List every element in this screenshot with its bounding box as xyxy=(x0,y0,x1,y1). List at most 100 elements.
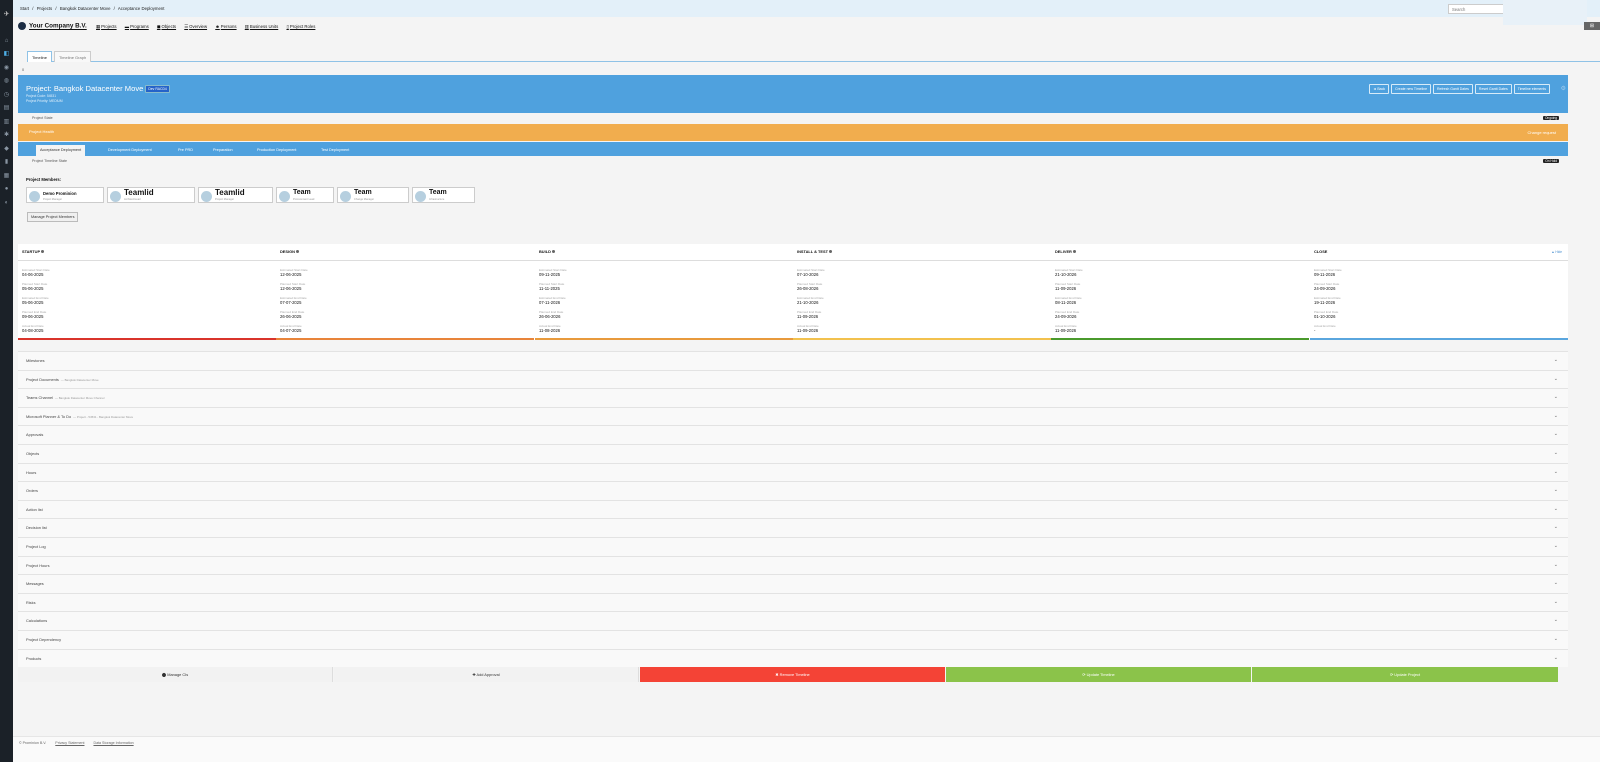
breadcrumb-start[interactable]: Start xyxy=(20,6,30,11)
accordion-section[interactable]: Decision list ⌄ xyxy=(18,518,1568,537)
info-icon[interactable] xyxy=(41,250,45,254)
chevron-down-icon[interactable]: ⌄ xyxy=(1553,580,1558,587)
sidebar-chart-icon[interactable]: ▮ xyxy=(4,159,9,165)
chevron-down-icon[interactable]: ⌄ xyxy=(1553,561,1558,568)
reset-gantt-button[interactable]: Reset Gantt Dates xyxy=(1474,84,1512,94)
accordion-section[interactable]: Hours ⌄ xyxy=(18,462,1568,482)
header-action-button[interactable]: ⊞ xyxy=(1584,22,1600,30)
phase-color-bar xyxy=(18,338,276,340)
sidebar-clock-icon[interactable]: ◷ xyxy=(3,92,10,98)
accordion-section[interactable]: Calculations ⌄ xyxy=(18,611,1568,630)
accordion-section[interactable]: Orders ⌄ xyxy=(18,481,1568,500)
member-card[interactable]: Team Change Manager xyxy=(337,187,409,203)
add-approval-button[interactable]: ✚ Add Approval xyxy=(334,667,639,682)
chevron-down-icon[interactable]: ⌄ xyxy=(1553,524,1558,531)
chevron-down-icon[interactable]: ⌄ xyxy=(1553,487,1558,494)
nav-project-roles[interactable]: ▯Project Roles xyxy=(286,24,316,29)
tab-test-deployment[interactable]: Test Deployment xyxy=(321,148,350,152)
accordion-section[interactable]: Microsoft Planner & To Do — Project - 545… xyxy=(18,406,1568,426)
info-icon[interactable] xyxy=(1072,250,1076,254)
data-storage-link[interactable]: Data Storage Information xyxy=(93,741,134,745)
sidebar-server-icon[interactable]: ▤ xyxy=(3,105,10,111)
nav-overview[interactable]: ☰Overview xyxy=(184,24,208,29)
app-logo-icon[interactable]: ✈ xyxy=(3,11,10,18)
tab-pre-prd[interactable]: Pre PRD xyxy=(178,148,193,152)
breadcrumb-project[interactable]: Bangkok Datacenter Move xyxy=(59,6,111,11)
member-card[interactable]: Team Procurement Lead xyxy=(276,187,334,203)
tab-preparation[interactable]: Preparation xyxy=(213,148,233,152)
sidebar-building-icon[interactable]: ▦ xyxy=(3,173,10,179)
privacy-link[interactable]: Privacy Statement xyxy=(55,741,85,745)
accordion-section[interactable]: Teams Channel — Bangkok Datacenter Move C… xyxy=(18,388,1568,407)
tab-production-deployment[interactable]: Production Deployment xyxy=(257,148,297,152)
nav-persons[interactable]: ☻Persons xyxy=(215,24,237,29)
chevron-down-icon[interactable]: ⌄ xyxy=(1553,357,1558,363)
member-card[interactable]: Demo Prominion Project Manager xyxy=(26,187,104,203)
accordion-section[interactable]: Project Documents — Bangkok Datacenter Mo… xyxy=(18,369,1568,389)
sidebar-gear-icon[interactable]: ✱ xyxy=(3,132,10,138)
sidebar-book-icon[interactable]: ▥ xyxy=(3,119,10,125)
chevron-down-icon[interactable]: ⌄ xyxy=(1553,431,1558,438)
sidebar-home-icon[interactable]: ⌂ xyxy=(4,38,9,44)
nav-objects[interactable]: ◼Objects xyxy=(156,24,177,29)
chevron-down-icon[interactable]: ⌄ xyxy=(1553,375,1558,382)
chevron-down-icon[interactable]: ⌄ xyxy=(1553,598,1558,605)
tab-development-deployment[interactable]: Development Deployment xyxy=(108,148,152,152)
accordion-section[interactable]: Project Dependency ⌄ xyxy=(18,629,1568,649)
sidebar-globe-icon[interactable]: ◍ xyxy=(3,78,10,84)
phase-field-label: Actual End Date xyxy=(280,324,302,328)
refresh-gantt-button[interactable]: Refresh Gantt Dates xyxy=(1433,84,1473,94)
update-timeline-button[interactable]: ⟳ Update Timeline xyxy=(946,667,1251,682)
tab-acceptance-deployment[interactable]: Acceptance Deployment xyxy=(36,145,86,156)
accordion-section[interactable]: Products ⌄ xyxy=(18,648,1568,668)
project-badge[interactable]: Dev RACD4 xyxy=(145,85,170,93)
timeline-elements-button[interactable]: Timeline elements xyxy=(1513,84,1550,94)
accordion-section[interactable]: Risks ⌄ xyxy=(18,592,1568,612)
accordion-section[interactable]: Approvals ⌄ xyxy=(18,425,1568,444)
manage-members-button[interactable]: Manage Project Members xyxy=(27,212,79,222)
tab-timeline-graph[interactable]: Timeline Graph xyxy=(53,51,92,62)
chevron-down-icon[interactable]: ⌄ xyxy=(1553,505,1558,512)
chevron-down-icon[interactable]: ⌄ xyxy=(1553,449,1558,456)
create-timeline-button[interactable]: Create new Timeline xyxy=(1391,84,1432,94)
chevron-down-icon[interactable]: ⌄ xyxy=(1553,635,1558,642)
breadcrumb-projects[interactable]: Projects xyxy=(36,6,53,11)
accordion-section[interactable]: Action list ⌄ xyxy=(18,499,1568,519)
accordion-section[interactable]: Project Log ⌄ xyxy=(18,536,1568,556)
nav-business-units[interactable]: ▥Business Units xyxy=(244,24,279,29)
accordion-section[interactable]: Messages ⌄ xyxy=(18,574,1568,593)
member-card[interactable]: Teamlid Architect/Lead xyxy=(107,187,195,203)
sidebar-user-icon[interactable]: ● xyxy=(4,186,9,192)
update-project-button[interactable]: ⟳ Update Project xyxy=(1252,667,1558,682)
hide-phases-toggle[interactable]: ▲ Hide xyxy=(1551,250,1562,254)
back-button[interactable]: ◄ Back xyxy=(1368,84,1390,94)
sidebar-location-icon[interactable]: ◉ xyxy=(3,65,10,71)
info-icon[interactable] xyxy=(551,250,555,254)
chevron-down-icon[interactable]: ⌄ xyxy=(1553,654,1558,661)
info-icon[interactable] xyxy=(828,250,832,254)
sidebar-help-icon[interactable]: ◐ xyxy=(4,200,9,206)
accordion-section[interactable]: Milestones ⌄ xyxy=(18,351,1568,370)
accordion-section[interactable]: Project Hours ⌄ xyxy=(18,555,1568,575)
chevron-down-icon[interactable]: ⌄ xyxy=(1553,617,1558,624)
gear-icon[interactable]: ⚙ xyxy=(1560,86,1566,92)
chevron-down-icon[interactable]: ⌄ xyxy=(1553,468,1558,475)
remove-timeline-button[interactable]: ✖ Remove Timeline xyxy=(640,667,945,682)
sidebar-shield-icon[interactable]: ◆ xyxy=(4,146,9,152)
nav-programs[interactable]: ▬Programs xyxy=(124,24,149,29)
chevron-down-icon[interactable]: ⌄ xyxy=(1553,394,1558,401)
chevron-down-icon[interactable]: ⌄ xyxy=(1553,542,1558,549)
search-input[interactable] xyxy=(1448,4,1508,14)
member-card[interactable]: Teamlid Project Manager xyxy=(198,187,273,203)
member-card[interactable]: Team Infrastructure xyxy=(412,187,475,203)
accordion-title: Teams Channel — Bangkok Datacenter Move C… xyxy=(26,395,104,400)
accordion-section[interactable]: Objects ⌄ xyxy=(18,443,1568,463)
manage-cis-button[interactable]: ⬤ Manage CIs xyxy=(18,667,333,682)
nav-projects[interactable]: ▦Projects xyxy=(96,24,117,29)
company-brand[interactable]: Your Company B.V. xyxy=(18,22,87,32)
chevron-down-icon[interactable]: ⌄ xyxy=(1553,412,1558,419)
tab-timeline[interactable]: Timeline xyxy=(27,51,52,62)
sidebar-projects-icon[interactable]: ◧ xyxy=(3,51,10,57)
info-icon[interactable] xyxy=(295,250,299,254)
company-name[interactable]: Your Company B.V. xyxy=(29,22,87,30)
